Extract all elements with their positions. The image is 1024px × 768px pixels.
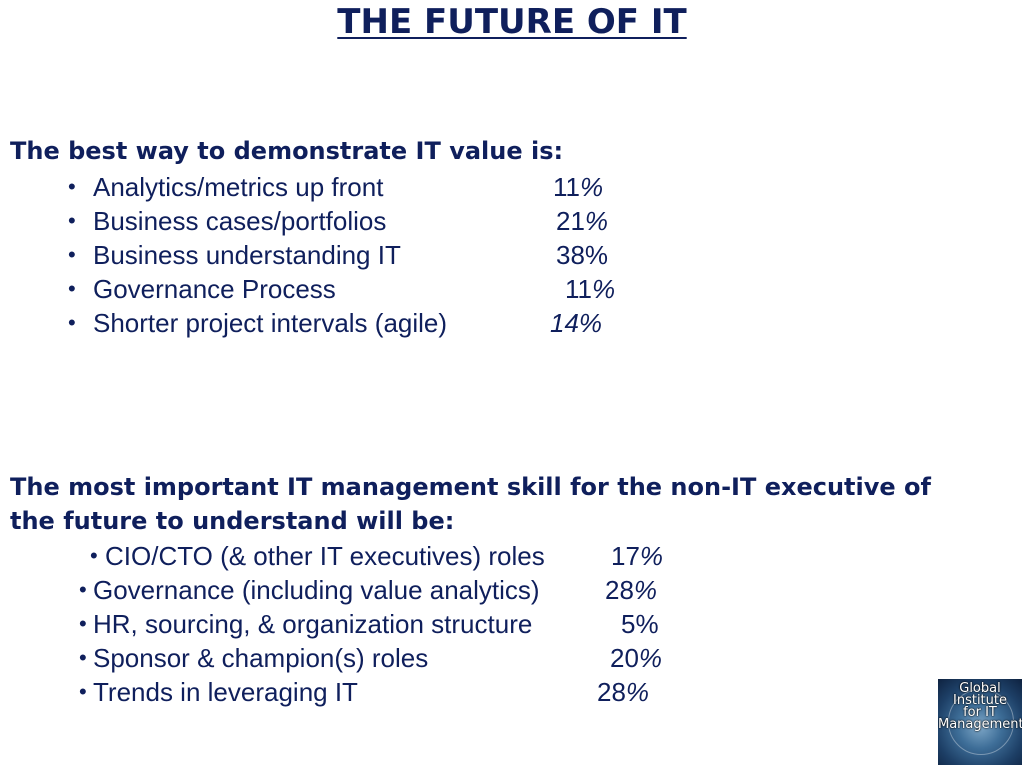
bullet-icon: •	[90, 543, 98, 568]
bullet-icon: •	[68, 174, 76, 199]
logo-text: Global Institute for IT Management	[938, 681, 1022, 732]
section1-item-percent: 21%	[556, 206, 609, 236]
section2-heading-line1: The most important IT management skill f…	[10, 473, 931, 501]
section1-item-percent: 11%	[565, 274, 616, 304]
section2-item-percent: 17%	[611, 541, 664, 571]
section2-heading: The most important IT management skill f…	[10, 470, 1010, 538]
section2-item-label: HR, sourcing, & organization structure	[93, 609, 533, 639]
bullet-icon: •	[79, 679, 87, 704]
section2-item-percent: 28%	[605, 575, 658, 605]
bullet-icon: •	[68, 276, 76, 301]
bullet-icon: •	[79, 577, 87, 602]
section2-item-label: Governance (including value analytics)	[93, 575, 540, 605]
section1-item-label: Analytics/metrics up front	[93, 172, 384, 202]
section2-item-percent: 5%	[621, 609, 659, 639]
section1-item-label: Business cases/portfolios	[93, 206, 387, 236]
section2-item-percent: 20%	[610, 643, 663, 673]
section2-item-label: CIO/CTO (& other IT executives) roles	[105, 541, 545, 571]
bullet-icon: •	[68, 310, 76, 335]
bullet-icon: •	[68, 242, 76, 267]
bullet-icon: •	[79, 645, 87, 670]
global-institute-logo: Global Institute for IT Management	[938, 679, 1022, 765]
section1-item-percent: 11%	[553, 172, 604, 202]
section2-heading-line2: the future to understand will be:	[10, 507, 455, 535]
section1-item-label: Shorter project intervals (agile)	[93, 308, 448, 338]
section1-item-label: Governance Process	[93, 274, 336, 304]
section2-item-label: Sponsor & champion(s) roles	[93, 643, 429, 673]
section1-item-percent: 14%	[550, 308, 603, 338]
bullet-icon: •	[68, 208, 76, 233]
section1-item-percent: 38%	[556, 240, 609, 270]
section1-heading: The best way to demonstrate IT value is:	[10, 137, 564, 165]
bullet-icon: •	[79, 611, 87, 636]
section1-item-label: Business understanding IT	[93, 240, 401, 270]
slide-title-text: THE FUTURE OF IT	[337, 2, 687, 42]
globe-icon	[948, 689, 1014, 755]
slide-title: THE FUTURE OF IT	[0, 2, 1024, 42]
section2-item-percent: 28%	[597, 677, 650, 707]
section2-item-label: Trends in leveraging IT	[93, 677, 358, 707]
